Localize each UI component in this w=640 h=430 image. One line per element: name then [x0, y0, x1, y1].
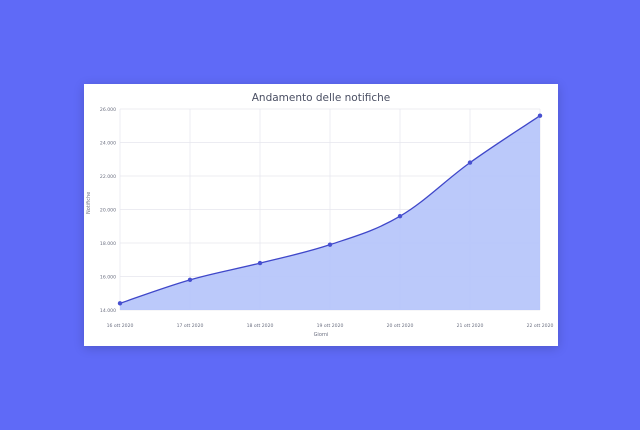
y-tick-label: 14.000 [100, 308, 116, 314]
y-tick-label: 18.000 [100, 241, 116, 247]
data-point [257, 260, 263, 266]
x-tick-label: 16 ott 2020 [107, 323, 134, 329]
data-point [467, 160, 473, 165]
data-point [117, 301, 123, 306]
x-tick-label: 20 ott 2020 [387, 323, 414, 329]
chart-card: Andamento delle notifiche Notifiche Gior… [84, 84, 558, 346]
x-tick-label: 21 ott 2020 [457, 323, 484, 329]
x-tick-label: 17 ott 2020 [177, 323, 204, 329]
chart-plot: 14.000 16.000 18.000 20.000 22.000 24.000 26.0… [100, 107, 554, 329]
y-tick-label: 24.000 [100, 140, 116, 146]
y-tick-label: 22.000 [100, 174, 116, 180]
y-tick-label: 16.000 [100, 274, 116, 280]
data-point [327, 242, 333, 247]
data-point [397, 214, 403, 219]
data-point [187, 277, 193, 283]
y-tick-label: 26.000 [100, 107, 116, 113]
chart-title: Andamento delle notifiche [251, 92, 391, 104]
y-tick-label: 20.000 [100, 207, 116, 213]
x-axis-title: Giorni [313, 332, 329, 338]
data-point [537, 113, 543, 118]
x-tick-label: 18 ott 2020 [247, 323, 274, 329]
series-area [120, 115, 540, 310]
x-tick-label: 22 ott 2020 [527, 323, 554, 329]
x-tick-label: 19 ott 2020 [317, 323, 344, 329]
